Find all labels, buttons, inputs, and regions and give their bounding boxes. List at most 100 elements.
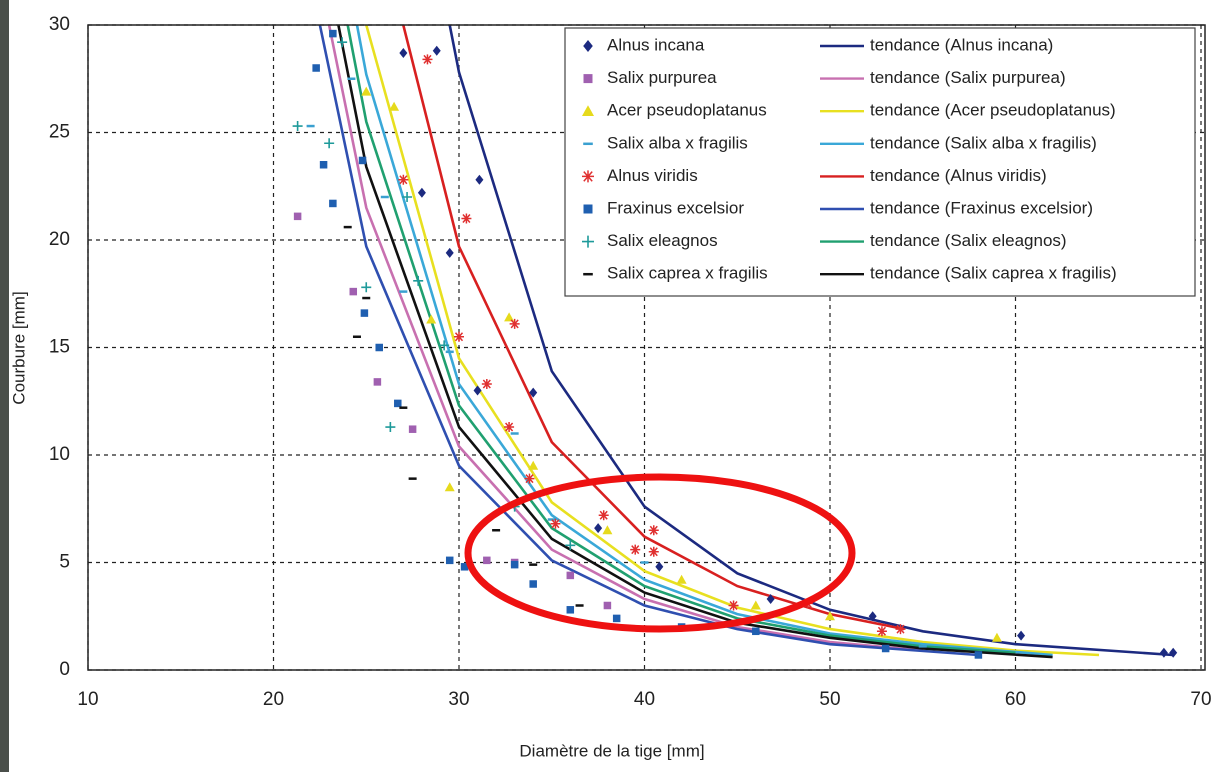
data-point [524, 473, 535, 484]
data-point [509, 318, 520, 329]
data-point [728, 600, 739, 611]
x-tick-label: 20 [263, 689, 284, 710]
data-point [417, 187, 426, 198]
highlight-ellipse [464, 473, 856, 633]
data-point [422, 54, 433, 65]
data-point [876, 626, 887, 637]
data-point [630, 544, 641, 555]
x-tick-label: 60 [1005, 689, 1026, 710]
data-point [504, 312, 515, 322]
legend-box [564, 27, 1196, 297]
legend-marker [582, 170, 594, 183]
legend-marker [583, 204, 593, 214]
y-tick-label: 20 [49, 229, 70, 250]
data-point [324, 138, 335, 149]
legend-label: Fraxinus excelsior [607, 198, 744, 217]
data-point [481, 379, 492, 390]
data-point [529, 580, 537, 588]
y-tick-label: 25 [49, 122, 70, 143]
data-point [360, 309, 369, 317]
data-point [1159, 647, 1168, 658]
photo-edge [0, 0, 9, 772]
legend-entry: tendance (Salix alba x fragilis) [820, 133, 1097, 152]
legend-entry: Acer pseudoplatanus [582, 101, 767, 120]
data-point [399, 47, 408, 58]
legend-entry: Alnus incana [583, 35, 705, 54]
legend-entry: tendance (Alnus viridis) [820, 166, 1047, 185]
data-point [483, 556, 491, 565]
legend-entry: tendance (Acer pseudoplatanus) [820, 101, 1116, 120]
legend-label: tendance (Salix caprea x fragilis) [870, 264, 1117, 283]
data-point [361, 282, 372, 293]
data-point [349, 287, 358, 296]
legend-marker [582, 105, 594, 116]
data-points [292, 29, 1178, 659]
data-point [825, 611, 835, 621]
x-axis-label: Diamètre de la tige [mm] [519, 741, 704, 760]
legend-label: Acer pseudoplatanus [607, 101, 767, 120]
data-point [408, 425, 417, 433]
data-point [375, 343, 383, 352]
data-point [566, 606, 575, 614]
data-point [528, 460, 539, 470]
y-tick-label: 30 [49, 14, 70, 35]
data-point [612, 614, 621, 623]
data-point [337, 37, 348, 48]
data-point [445, 247, 454, 258]
data-point [319, 161, 328, 169]
data-point [444, 482, 455, 492]
data-point [598, 510, 609, 521]
legend-label: tendance (Salix alba x fragilis) [870, 133, 1097, 152]
legend-label: Alnus viridis [607, 166, 698, 185]
legend-label: Salix purpurea [607, 68, 717, 87]
legend-entry: tendance (Alnus incana) [820, 35, 1053, 54]
legend-label: tendance (Acer pseudoplatanus) [870, 101, 1116, 120]
x-tick-label: 30 [448, 689, 469, 710]
data-point [426, 314, 437, 324]
data-point [373, 378, 382, 386]
plot-frame [87, 24, 1206, 671]
legend-entry: tendance (Salix eleagnos) [820, 231, 1067, 250]
data-point [361, 86, 372, 96]
legend-label: Alnus incana [607, 35, 705, 54]
data-point [439, 340, 450, 351]
trend-line [318, 25, 979, 657]
legend-entry: Salix caprea x fragilis [583, 264, 768, 283]
y-tick-label: 0 [59, 659, 70, 680]
data-point [358, 156, 367, 165]
y-axis-label: Courbure [mm] [9, 291, 28, 404]
legend-entry: tendance (Salix purpurea) [820, 68, 1066, 87]
legend-entry: Salix alba x fragilis [583, 133, 748, 152]
legend-entry: Salix purpurea [583, 68, 717, 87]
trend-line [365, 25, 1100, 657]
legend-marker [582, 235, 594, 248]
data-point [293, 212, 302, 221]
x-tick-label: 40 [634, 689, 655, 710]
trend-line [355, 25, 1053, 657]
data-point [868, 611, 877, 622]
data-point [1169, 647, 1178, 658]
data-point [655, 561, 664, 572]
legend-label: tendance (Salix eleagnos) [870, 231, 1067, 250]
x-tick-label: 10 [77, 689, 98, 710]
data-point [895, 624, 906, 635]
data-point [385, 422, 396, 433]
data-point [566, 571, 575, 580]
data-point [475, 174, 484, 185]
data-point [594, 523, 603, 534]
legend-label: tendance (Salix purpurea) [870, 68, 1066, 87]
data-point [329, 199, 337, 208]
legend-entry: Alnus viridis [582, 166, 698, 185]
legend-label: tendance (Alnus incana) [870, 35, 1053, 54]
data-point [510, 560, 519, 569]
data-point [504, 422, 515, 433]
data-point [602, 525, 613, 535]
data-point [550, 518, 561, 529]
data-point [603, 601, 612, 610]
legend-label: tendance (Fraxinus excelsior) [870, 198, 1093, 217]
trend-lines [318, 25, 1174, 659]
legend-label: Salix alba x fragilis [607, 133, 748, 152]
data-point [454, 331, 464, 342]
data-point [648, 525, 659, 536]
